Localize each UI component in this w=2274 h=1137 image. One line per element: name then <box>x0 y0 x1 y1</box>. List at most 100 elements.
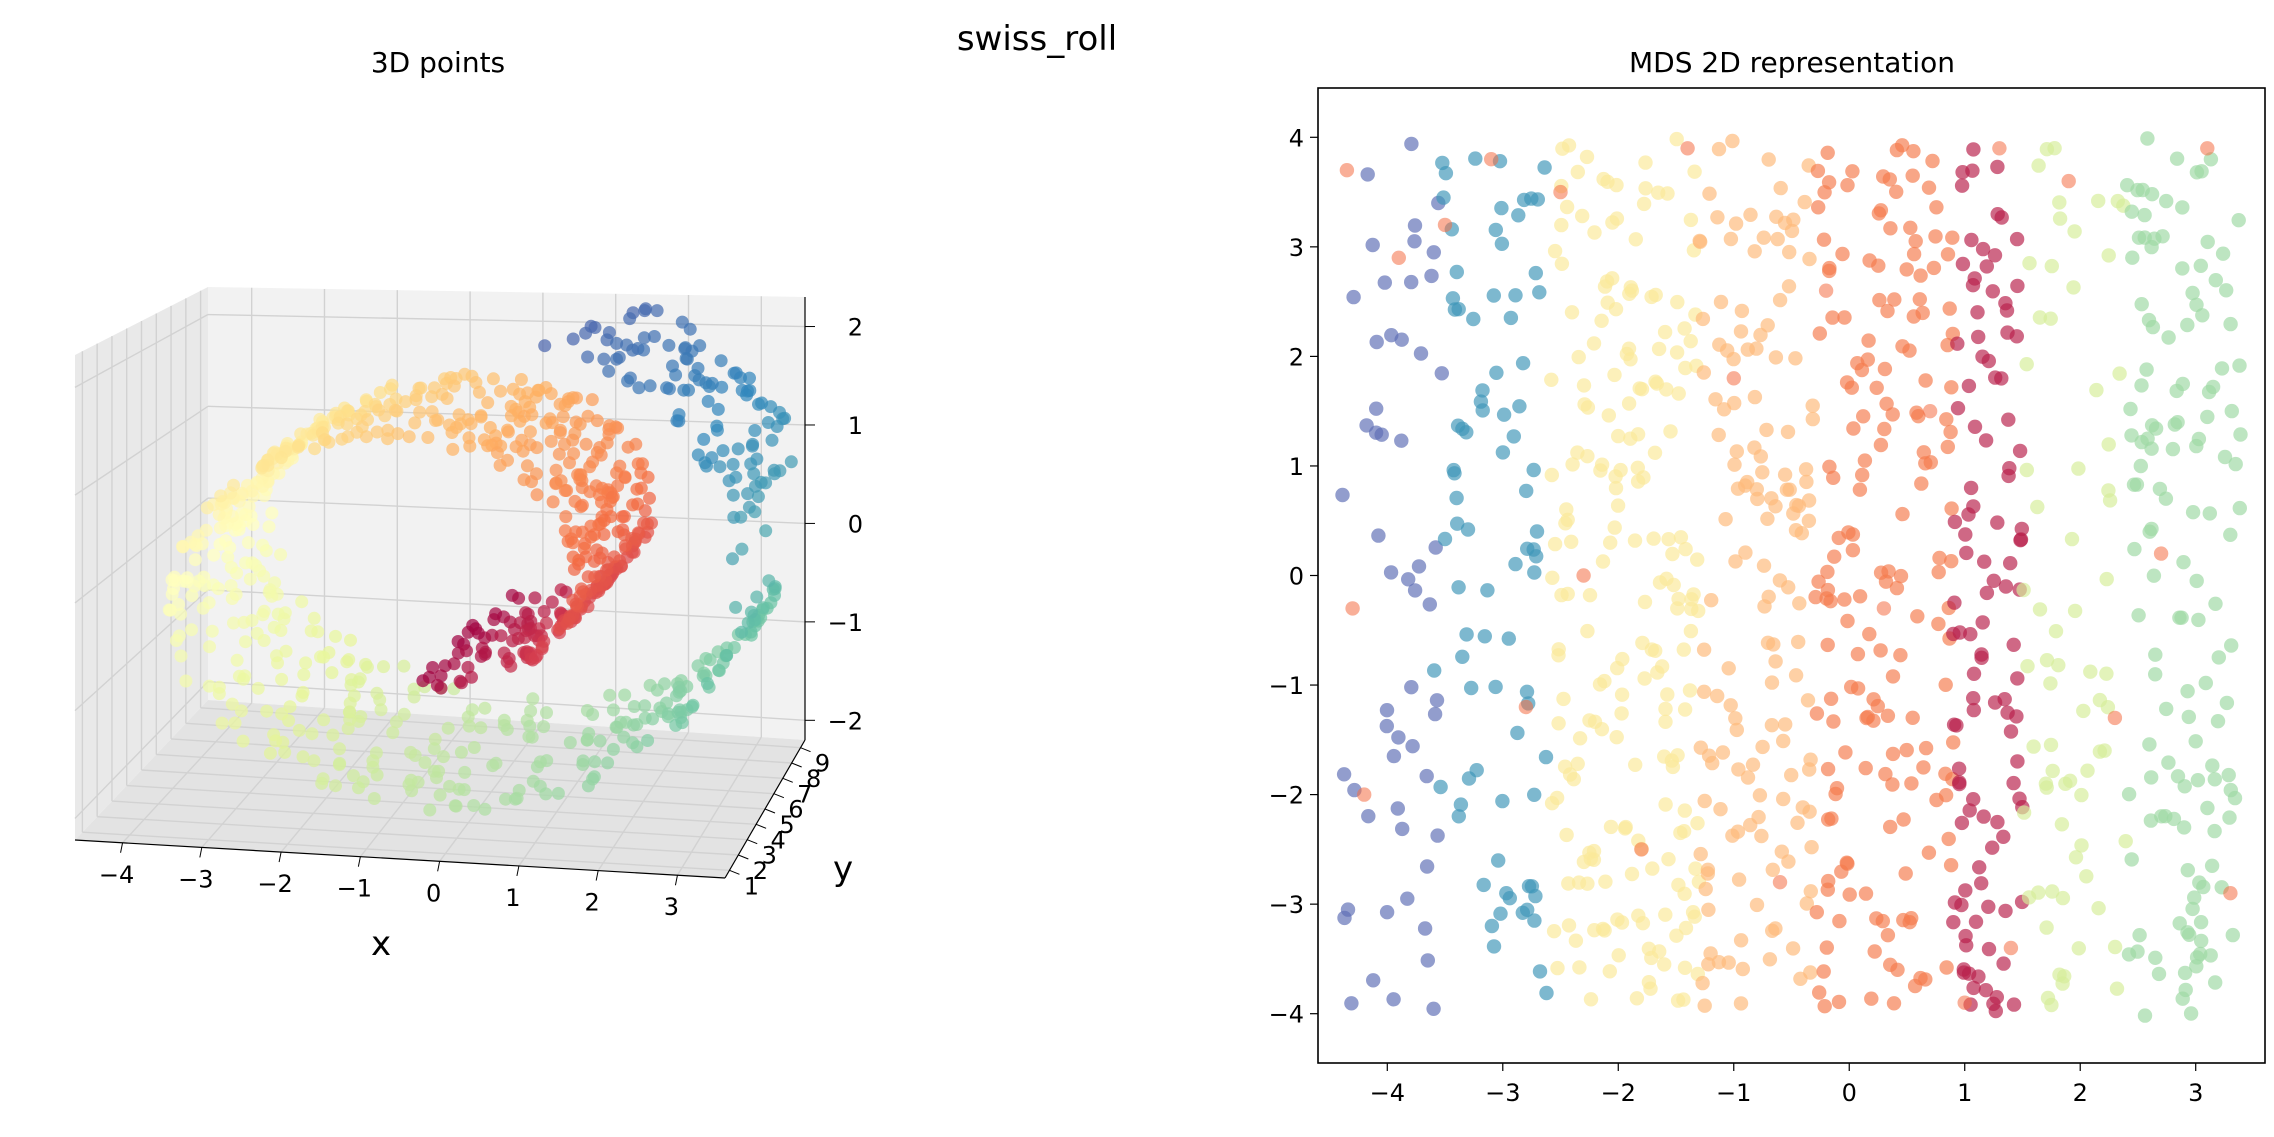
point-2d <box>1658 714 1673 729</box>
point-2d <box>1424 268 1439 284</box>
point-2d <box>1926 260 1942 276</box>
point-2d <box>1419 859 1435 874</box>
point-2d <box>1673 825 1688 841</box>
point-3d <box>227 478 240 492</box>
point-2d <box>1749 341 1764 356</box>
point-2d <box>1652 944 1667 959</box>
point-2d <box>1539 985 1554 1001</box>
point-2d <box>1673 530 1689 545</box>
point-2d <box>1932 550 1947 566</box>
point-3d <box>490 446 504 460</box>
point-2d <box>1733 996 1749 1011</box>
point-2d <box>1519 684 1535 699</box>
point-2d <box>1630 474 1646 489</box>
point-2d <box>1407 234 1422 249</box>
axis-x-line <box>74 839 726 879</box>
point-3d <box>660 381 674 395</box>
point-2d <box>1817 185 1832 200</box>
point-2d <box>1340 902 1356 917</box>
point-2d <box>1788 351 1803 366</box>
point-2d <box>2074 787 2089 803</box>
point-2d <box>2148 667 2163 682</box>
grid-y-floor <box>185 722 792 764</box>
point-2d <box>2176 555 2191 570</box>
point-2d <box>2144 770 2159 785</box>
point-2d <box>1772 292 1788 308</box>
point-2d <box>2187 890 2202 905</box>
point-3d <box>691 448 705 462</box>
point-3d <box>458 765 472 779</box>
point-2d <box>1733 324 1749 339</box>
point-2d <box>1538 749 1554 765</box>
point-3d <box>563 456 576 470</box>
point-2d <box>1939 960 1954 975</box>
point-2d <box>2124 428 2139 443</box>
point-2d <box>2054 817 2070 832</box>
point-3d <box>530 441 544 455</box>
point-2d <box>1494 200 1509 216</box>
point-2d <box>1449 264 1465 280</box>
point-3d <box>581 779 595 793</box>
point-3d <box>700 677 714 690</box>
point-2d <box>2071 941 2086 956</box>
point-2d <box>1716 402 1732 417</box>
point-2d <box>1677 702 1693 717</box>
point-3d <box>631 497 645 511</box>
tick-label-x-3d: −4 <box>99 861 134 889</box>
point-2d <box>1657 749 1672 764</box>
tick-x-3d <box>437 861 441 872</box>
point-2d <box>1697 998 1712 1013</box>
point-2d <box>2006 997 2022 1012</box>
point-3d <box>569 415 583 429</box>
point-2d <box>1379 905 1395 920</box>
point-2d <box>1544 372 1559 387</box>
point-2d <box>1723 231 1739 247</box>
point-2d <box>1852 589 1868 604</box>
point-3d <box>643 379 657 393</box>
point-3d <box>621 440 635 454</box>
point-2d <box>1893 648 1908 663</box>
point-2d <box>1798 462 1814 477</box>
point-3d <box>250 626 264 640</box>
point-2d <box>2146 568 2162 583</box>
point-3d <box>540 616 553 630</box>
point-2d <box>1537 160 1552 175</box>
point-3d <box>305 727 319 741</box>
point-3d <box>511 632 525 645</box>
point-2d <box>1651 341 1667 357</box>
point-2d <box>1369 334 1384 350</box>
point-2d <box>1946 626 1961 642</box>
point-2d <box>1696 642 1712 657</box>
point-2d <box>2006 637 2021 652</box>
point-2d <box>1484 918 1500 934</box>
point-3d <box>692 373 706 387</box>
point-2d <box>1950 401 1966 416</box>
point-2d <box>1508 288 1523 303</box>
point-3d <box>440 392 454 405</box>
point-3d <box>449 799 463 813</box>
point-3d <box>537 720 551 734</box>
point-3d <box>322 435 336 449</box>
point-3d <box>408 416 422 430</box>
point-3d <box>295 689 309 703</box>
tick-label-y-3d: 5 <box>779 811 794 839</box>
point-2d <box>2181 709 2196 725</box>
point-3d <box>260 704 274 718</box>
point-3d <box>467 741 481 754</box>
point-3d <box>682 383 695 397</box>
point-3d <box>478 701 492 715</box>
tick-y-3d <box>791 762 802 768</box>
point-3d <box>508 792 522 806</box>
point-3d <box>467 799 481 812</box>
point-2d <box>2013 532 2029 547</box>
point-2d <box>1665 759 1681 775</box>
point-2d <box>1873 203 1889 218</box>
point-3d <box>701 394 715 408</box>
point-2d <box>2080 763 2095 778</box>
point-2d <box>1850 646 1866 662</box>
point-2d <box>1764 491 1779 506</box>
point-3d <box>241 536 255 550</box>
point-2d <box>1840 856 1855 871</box>
point-2d <box>2020 659 2035 674</box>
point-2d <box>2019 462 2035 478</box>
